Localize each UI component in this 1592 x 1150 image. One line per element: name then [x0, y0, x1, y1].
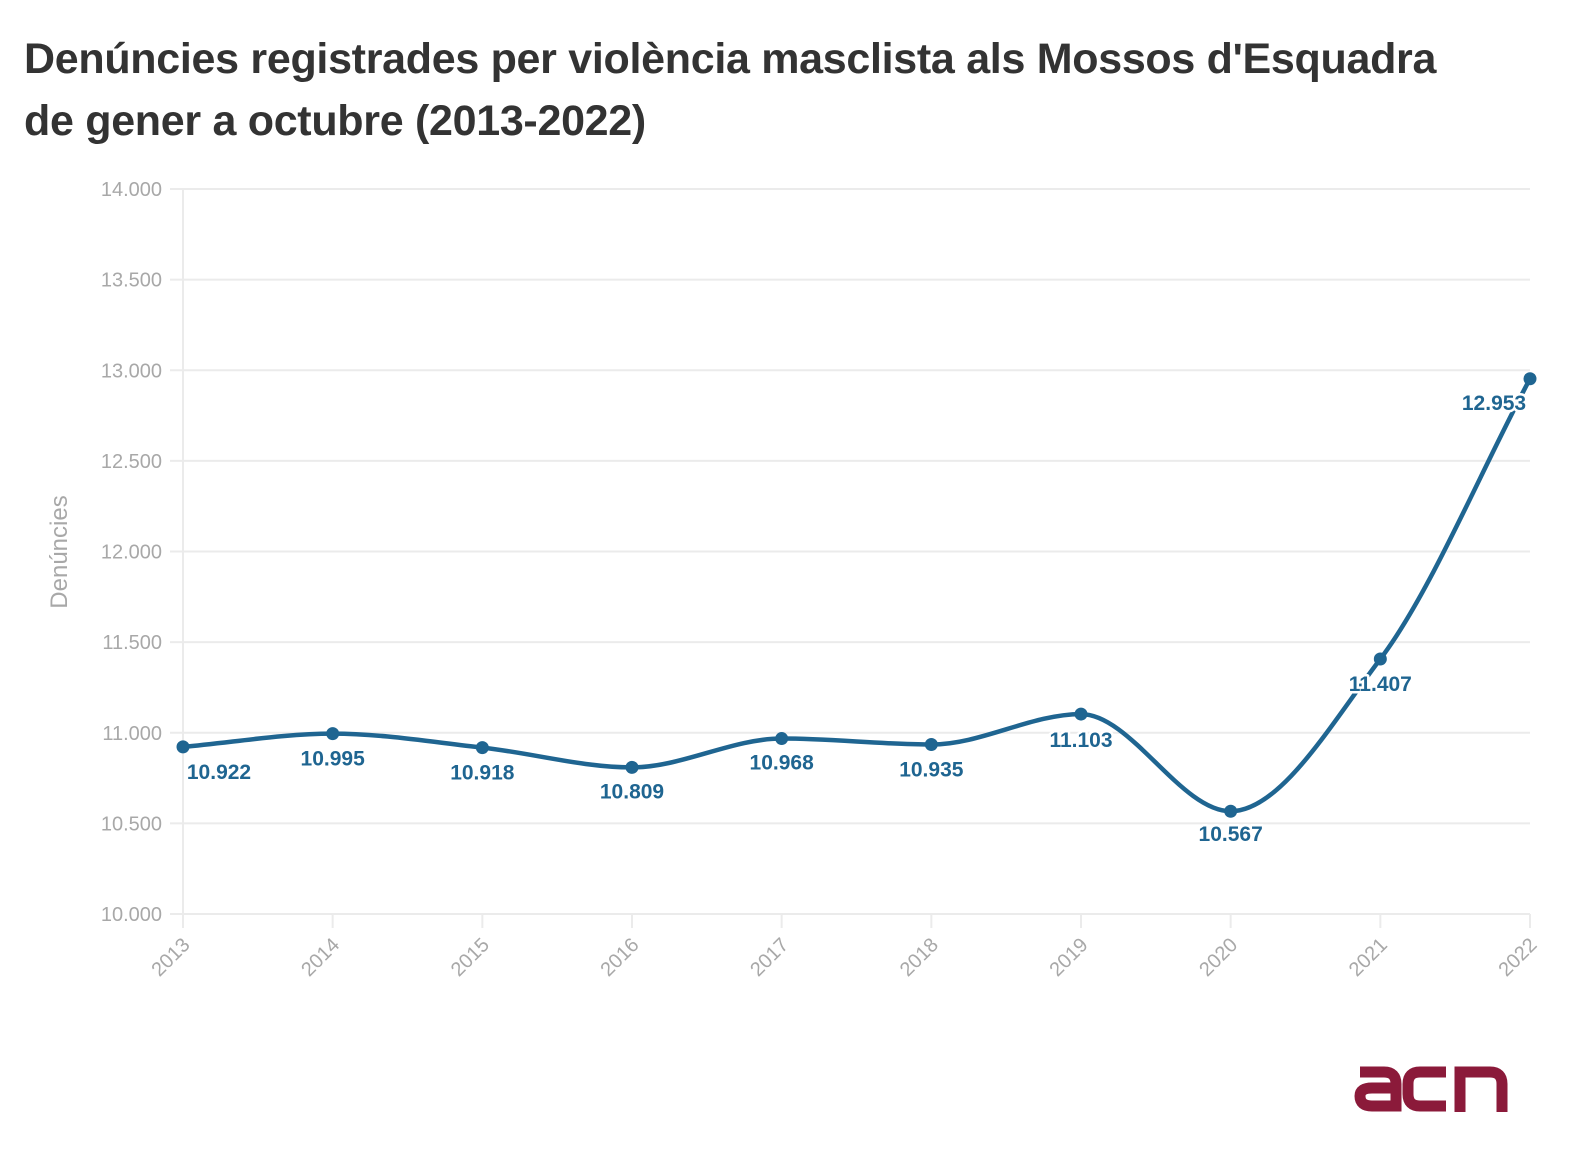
data-point	[775, 732, 789, 746]
y-axis: 10.000 10.500 11.000 11.500 12.000 12.500 13.0…	[101, 179, 162, 926]
data-point	[924, 738, 938, 752]
series-denuncies	[176, 372, 1537, 818]
y-tick-label: 11.000	[102, 723, 162, 745]
data-label: 11.407	[1349, 673, 1412, 696]
data-label-halo: 11.407	[1349, 673, 1412, 696]
data-point	[176, 740, 190, 754]
logo-letter-a	[1354, 1066, 1402, 1112]
data-point	[625, 760, 639, 774]
y-tick-label: 12.500	[101, 451, 162, 473]
x-tick-label: 2014	[297, 934, 344, 981]
logo-letter-c	[1402, 1066, 1446, 1112]
y-tick-label: 12.000	[101, 542, 162, 564]
x-tick-label: 2017	[746, 934, 793, 981]
x-tick-label: 2018	[896, 934, 943, 981]
data-label: 10.567	[1199, 823, 1263, 846]
data-label-halo: 10.968	[750, 752, 815, 775]
x-tick-label: 2013	[148, 934, 195, 981]
data-label: 10.918	[450, 762, 515, 785]
data-label-halo: 10.567	[1199, 823, 1263, 846]
x-tick-label: 2022	[1495, 934, 1542, 981]
series-line	[180, 376, 1533, 814]
chart-title-line-2: de gener a octubre (2013-2022)	[24, 97, 646, 145]
data-label: 10.995	[301, 748, 366, 771]
x-tick-label: 2019	[1046, 934, 1093, 981]
data-point	[1074, 707, 1088, 721]
y-tick-label: 13.000	[101, 360, 162, 382]
y-tick-label: 14.000	[101, 179, 162, 201]
chart-title: Denúncies registrades per violència masc…	[24, 28, 1564, 152]
data-point	[326, 727, 340, 741]
data-label-halo: 12.953	[1462, 392, 1526, 415]
acn-logo	[1354, 1066, 1508, 1112]
data-point	[1224, 804, 1238, 818]
data-label-halo: 10.809	[600, 780, 664, 803]
y-tick-label: 11.500	[102, 632, 162, 654]
data-label: 10.922	[187, 761, 251, 784]
data-labels: 10.92210.92210.99510.99510.91810.91810.8…	[184, 389, 1528, 848]
gridlines	[170, 188, 1530, 928]
y-tick-label: 10.000	[101, 904, 162, 926]
y-axis-label: Denúncies	[46, 495, 73, 608]
data-label: 12.953	[1462, 392, 1526, 415]
data-label: 10.809	[600, 780, 664, 803]
data-label-halo: 10.995	[301, 748, 366, 771]
data-label-halo: 10.922	[187, 761, 251, 784]
data-point	[1373, 652, 1387, 666]
x-tick-label: 2020	[1195, 934, 1242, 981]
data-point	[475, 741, 489, 755]
data-label-halo: 10.935	[899, 759, 964, 782]
data-label-halo: 11.103	[1049, 729, 1112, 752]
y-tick-label: 13.500	[101, 270, 162, 292]
data-label: 10.935	[899, 759, 964, 782]
data-label-halo: 10.918	[450, 762, 515, 785]
logo-letter-n	[1454, 1066, 1508, 1112]
data-point	[1523, 372, 1537, 386]
data-label: 10.968	[750, 752, 815, 775]
x-tick-label: 2021	[1345, 934, 1392, 981]
data-label: 11.103	[1049, 729, 1112, 752]
x-tick-label: 2016	[597, 934, 644, 981]
y-tick-label: 10.500	[101, 813, 162, 835]
chart-title-line-1: Denúncies registrades per violència masc…	[24, 35, 1437, 83]
x-tick-label: 2015	[447, 934, 494, 981]
x-axis: 2013 2014 2015 2016 2017 2018 2019 2020 2021 2022	[148, 914, 1542, 981]
